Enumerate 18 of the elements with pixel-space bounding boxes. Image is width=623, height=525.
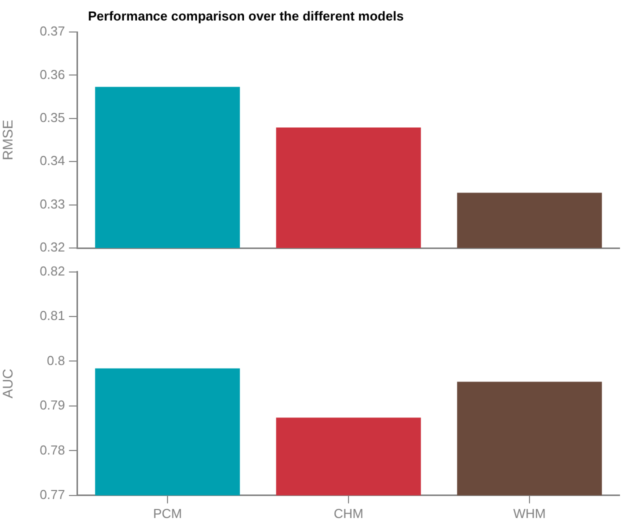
y-tick-label: 0.81 <box>40 308 65 324</box>
y-axis-title: AUC <box>0 368 16 398</box>
y-tick-label: 0.34 <box>40 153 65 168</box>
y-axis-title: RMSE <box>0 120 16 160</box>
x-tick-label: PCM <box>153 506 182 521</box>
y-tick-label: 0.36 <box>40 66 65 82</box>
y-tick-label: 0.79 <box>40 398 65 413</box>
y-tick-label: 0.77 <box>40 486 65 502</box>
y-tick-label: 0.78 <box>40 442 65 458</box>
y-tick-label: 0.35 <box>40 110 65 125</box>
y-tick-label: 0.37 <box>40 24 65 39</box>
y-tick-label: 0.8 <box>46 352 65 368</box>
chart-title: Performance comparison over the different models <box>88 8 404 24</box>
x-tick-label: CHM <box>334 506 364 521</box>
x-tick-label: WHM <box>513 506 546 521</box>
y-tick-label: 0.82 <box>40 263 65 278</box>
y-tick-label: 0.33 <box>40 196 65 212</box>
y-tick-label: 0.32 <box>40 240 65 255</box>
